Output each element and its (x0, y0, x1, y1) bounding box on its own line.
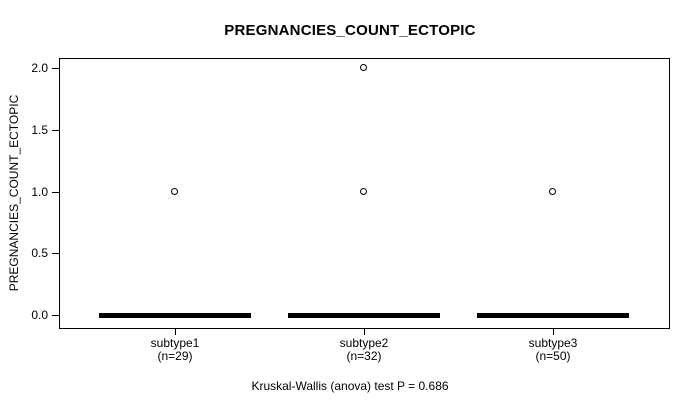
y-tick-mark (52, 253, 59, 254)
group-name: subtype1 (150, 336, 200, 350)
box-median-line (477, 313, 629, 318)
y-tick-label: 1.0 (31, 185, 48, 199)
group-name: subtype2 (339, 336, 389, 350)
group-n: (n=50) (535, 349, 571, 363)
outlier-point (360, 64, 367, 71)
x-group-label: subtype1 (n=29) (105, 337, 245, 363)
box-median-line (288, 313, 440, 318)
outlier-point (171, 188, 178, 195)
x-tick-mark (175, 329, 176, 335)
y-tick-mark (52, 315, 59, 316)
y-tick-label: 0.0 (31, 308, 48, 322)
y-tick-label: 2.0 (31, 61, 48, 75)
x-group-label: subtype2 (n=32) (294, 337, 434, 363)
y-tick-mark (52, 192, 59, 193)
y-tick-label: 1.5 (31, 123, 48, 137)
x-tick-mark (364, 329, 365, 335)
y-tick-mark (52, 130, 59, 131)
group-name: subtype3 (528, 336, 578, 350)
x-group-label: subtype3 (n=50) (483, 337, 623, 363)
outlier-point (360, 188, 367, 195)
chart-title: PREGNANCIES_COUNT_ECTOPIC (224, 22, 476, 39)
outlier-point (549, 188, 556, 195)
stat-test-caption: Kruskal-Wallis (anova) test P = 0.686 (251, 379, 449, 393)
group-n: (n=32) (346, 349, 382, 363)
x-tick-mark (553, 329, 554, 335)
group-n: (n=29) (157, 349, 193, 363)
y-tick-mark (52, 68, 59, 69)
box-median-line (99, 313, 251, 318)
y-tick-label: 0.5 (31, 246, 48, 260)
